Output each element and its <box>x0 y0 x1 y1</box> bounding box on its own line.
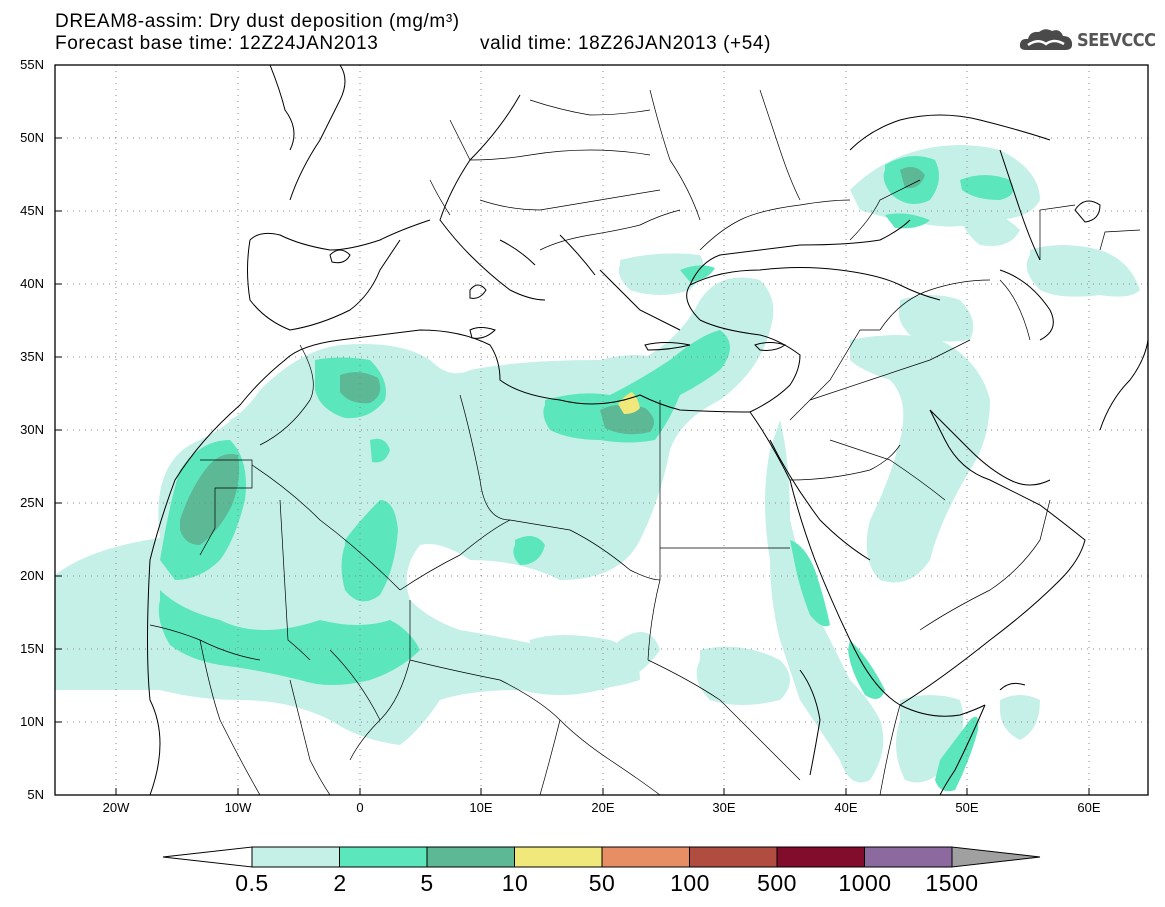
lat-label-55n: 55N <box>20 57 44 72</box>
lon-label-20w: 20W <box>102 800 130 815</box>
logo-text: SEEVCCC <box>1077 29 1156 51</box>
colorbar-cell <box>426 846 515 868</box>
colorbar-label-1000: 1000 <box>838 870 892 896</box>
base-time-text: Forecast base time: 12Z24JAN2013 <box>55 33 379 54</box>
lat-label-5n: 5N <box>27 787 44 802</box>
colorbar <box>162 846 1041 868</box>
colorbar-over-arrow <box>951 846 1041 868</box>
lon-label-60e: 60E <box>1077 800 1101 815</box>
colorbar-label-0.5: 0.5 <box>235 870 269 896</box>
dust-level-10 <box>618 392 640 414</box>
lon-label-10e: 10E <box>469 800 493 815</box>
country-borders <box>149 89 1141 795</box>
forecast-base-time: Forecast base time: 12Z24JAN2013 valid ti… <box>55 33 770 54</box>
graticule <box>55 65 1148 795</box>
lat-label-15n: 15N <box>20 641 44 656</box>
colorbar-cell <box>864 846 953 868</box>
lon-label-10w: 10W <box>224 800 252 815</box>
colorbar-label-500: 500 <box>757 870 797 896</box>
colorbar-cell <box>689 846 778 868</box>
colorbar-label-50: 50 <box>588 870 616 896</box>
dust-level-5 <box>180 166 925 545</box>
colorbar-label-100: 100 <box>670 870 710 896</box>
lon-label-20e: 20E <box>591 800 615 815</box>
colorbar-label-5: 5 <box>420 870 434 896</box>
colorbar-label-10: 10 <box>501 870 529 896</box>
lat-label-30n: 30N <box>20 422 44 437</box>
dust-level-2 <box>158 156 1014 792</box>
lat-label-35n: 35N <box>20 349 44 364</box>
dust-deposition-map <box>54 64 1149 796</box>
lat-label-45n: 45N <box>20 203 44 218</box>
map-title: DREAM8-assim: Dry dust deposition (mg/m³… <box>55 11 460 32</box>
colorbar-label-2: 2 <box>333 870 347 896</box>
lat-label-40n: 40N <box>20 276 44 291</box>
colorbar-cell <box>339 846 428 868</box>
colorbar-cell <box>776 846 865 868</box>
seevccc-logo: SEEVCCC <box>1018 26 1156 54</box>
lat-label-25n: 25N <box>20 495 44 510</box>
lat-label-20n: 20N <box>20 568 44 583</box>
colorbar-cell <box>251 846 340 868</box>
colorbar-under-arrow <box>162 846 253 868</box>
colorbar-cell <box>601 846 690 868</box>
lon-label-40e: 40E <box>834 800 858 815</box>
lat-label-10n: 10N <box>20 714 44 729</box>
lon-label-30e: 30E <box>712 800 736 815</box>
cloud-icon <box>1019 29 1073 50</box>
colorbar-cell <box>514 846 603 868</box>
lon-label-0: 0 <box>356 800 364 815</box>
colorbar-label-1500: 1500 <box>925 870 979 896</box>
valid-time-text: valid time: 18Z26JAN2013 (+54) <box>480 33 772 54</box>
lat-label-50n: 50N <box>20 130 44 145</box>
lon-label-50e: 50E <box>955 800 979 815</box>
coastlines <box>147 65 1148 795</box>
axis-ticks <box>55 137 1090 795</box>
